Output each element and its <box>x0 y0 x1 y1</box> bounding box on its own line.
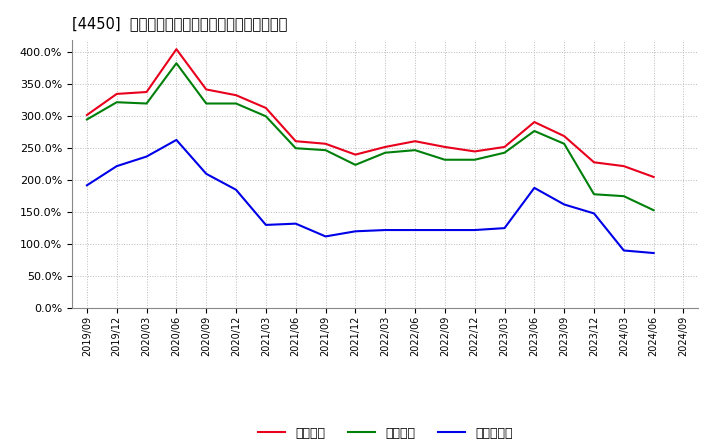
現預金比率 <box>202 171 210 176</box>
現預金比率 <box>232 187 240 192</box>
流動比率 <box>172 47 181 52</box>
流動比率 <box>649 174 658 180</box>
流動比率 <box>321 141 330 147</box>
当座比率 <box>560 141 569 147</box>
流動比率 <box>112 91 121 96</box>
現預金比率 <box>649 250 658 256</box>
流動比率 <box>83 112 91 117</box>
流動比率 <box>202 87 210 92</box>
当座比率 <box>441 157 449 162</box>
流動比率 <box>619 164 628 169</box>
現預金比率 <box>351 229 360 234</box>
現預金比率 <box>321 234 330 239</box>
流動比率 <box>500 144 509 150</box>
現預金比率 <box>112 164 121 169</box>
当座比率 <box>261 114 270 119</box>
現預金比率 <box>261 222 270 227</box>
現預金比率 <box>441 227 449 233</box>
当座比率 <box>500 150 509 155</box>
流動比率 <box>261 105 270 110</box>
流動比率 <box>143 89 151 95</box>
流動比率 <box>590 160 598 165</box>
現預金比率 <box>500 225 509 231</box>
流動比率 <box>560 133 569 139</box>
流動比率 <box>470 149 479 154</box>
Line: 流動比率: 流動比率 <box>87 49 654 177</box>
現預金比率 <box>619 248 628 253</box>
当座比率 <box>619 194 628 199</box>
当座比率 <box>202 101 210 106</box>
流動比率 <box>441 144 449 150</box>
Line: 当座比率: 当座比率 <box>87 63 654 210</box>
当座比率 <box>143 101 151 106</box>
現預金比率 <box>470 227 479 233</box>
当座比率 <box>321 147 330 153</box>
Text: [4450]  流動比率、当座比率、現預金比率の推移: [4450] 流動比率、当座比率、現預金比率の推移 <box>72 16 287 32</box>
現預金比率 <box>530 185 539 191</box>
当座比率 <box>351 162 360 168</box>
現預金比率 <box>83 183 91 188</box>
Legend: 流動比率, 当座比率, 現預金比率: 流動比率, 当座比率, 現預金比率 <box>258 427 513 440</box>
当座比率 <box>292 146 300 151</box>
流動比率 <box>530 119 539 125</box>
当座比率 <box>530 128 539 134</box>
現預金比率 <box>560 202 569 207</box>
当座比率 <box>470 157 479 162</box>
現預金比率 <box>410 227 419 233</box>
当座比率 <box>649 208 658 213</box>
流動比率 <box>232 92 240 98</box>
現預金比率 <box>590 211 598 216</box>
流動比率 <box>410 139 419 144</box>
当座比率 <box>232 101 240 106</box>
流動比率 <box>351 152 360 157</box>
現預金比率 <box>172 137 181 143</box>
Line: 現預金比率: 現預金比率 <box>87 140 654 253</box>
当座比率 <box>381 150 390 155</box>
当座比率 <box>83 117 91 122</box>
当座比率 <box>590 191 598 197</box>
流動比率 <box>292 139 300 144</box>
当座比率 <box>112 99 121 105</box>
現預金比率 <box>381 227 390 233</box>
当座比率 <box>410 147 419 153</box>
現預金比率 <box>143 154 151 159</box>
当座比率 <box>172 61 181 66</box>
現預金比率 <box>292 221 300 226</box>
流動比率 <box>381 144 390 150</box>
